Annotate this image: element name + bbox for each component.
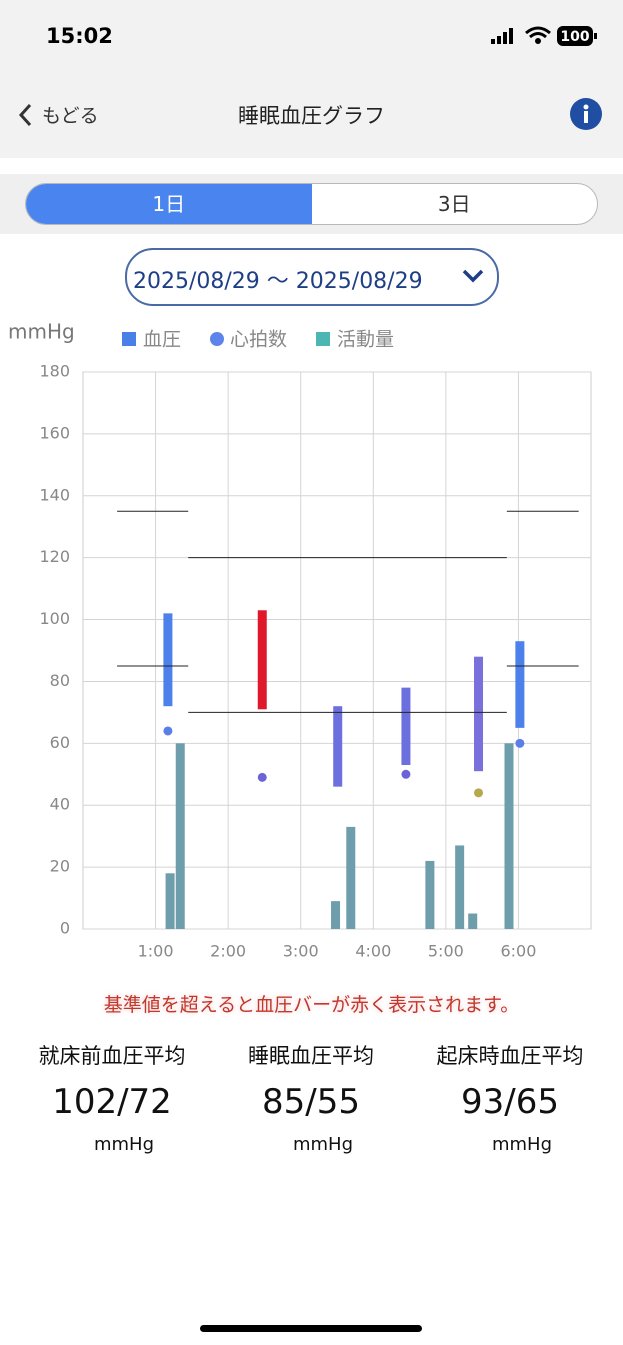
stat-value: 93/65	[461, 1082, 559, 1122]
x-tick-label: 3:00	[283, 942, 319, 961]
bp-bar	[401, 687, 411, 765]
stat-value: 85/55	[262, 1082, 360, 1122]
back-icon[interactable]	[16, 102, 36, 128]
stat-unit: mmHg	[491, 1134, 553, 1155]
x-tick-label: 1:00	[138, 942, 174, 961]
bp-bar	[257, 610, 267, 710]
activity-bar	[425, 860, 435, 929]
y-tick-label: 0	[60, 919, 70, 938]
y-tick-label: 60	[50, 733, 70, 752]
date-range: 2025/08/29 ～ 2025/08/29	[133, 269, 423, 294]
info-button[interactable]	[569, 97, 603, 131]
legend-label: 活動量	[337, 329, 394, 351]
activity-bar	[331, 901, 341, 929]
bp-bar	[515, 641, 525, 728]
tab-1day[interactable]: 1日	[26, 184, 312, 224]
activity-bar	[455, 845, 465, 929]
status-icons: 100	[491, 26, 597, 46]
stat-label: 起床時血圧平均	[436, 1044, 584, 1068]
header-bg	[0, 0, 623, 158]
stat-unit: mmHg	[292, 1134, 354, 1155]
y-tick-label: 160	[39, 423, 70, 442]
status-time: 15:02	[46, 24, 113, 48]
date-selector[interactable]: 2025/08/29 ～ 2025/08/29	[125, 248, 499, 306]
legend-marker	[316, 332, 330, 346]
stat-unit: mmHg	[93, 1134, 155, 1155]
back-button[interactable]: もどる	[42, 105, 99, 127]
home-indicator	[200, 1325, 422, 1332]
tabs: 1日 3日	[25, 183, 598, 225]
x-tick-label: 4:00	[355, 942, 391, 961]
y-axis-unit: mmHg	[8, 320, 75, 344]
y-tick-label: 20	[50, 857, 70, 876]
heart-rate-dot	[515, 738, 525, 748]
stat-label: 就床前血圧平均	[38, 1044, 186, 1068]
heart-rate-dot	[474, 788, 484, 798]
stat-label: 睡眠血圧平均	[248, 1044, 374, 1068]
activity-bar	[346, 826, 356, 929]
x-tick-label: 5:00	[428, 942, 464, 961]
y-tick-label: 40	[50, 795, 70, 814]
legend-marker	[210, 332, 224, 346]
bp-bar	[333, 706, 343, 787]
date-chevron	[462, 269, 484, 283]
y-tick-label: 80	[50, 671, 70, 690]
y-tick-label: 140	[39, 485, 70, 504]
legend-label: 血圧	[143, 329, 181, 351]
notice: 基準値を超えると血圧バーが赤く表示されます。	[103, 994, 520, 1016]
heart-rate-dot	[257, 772, 267, 782]
y-tick-label: 180	[39, 362, 70, 381]
bp-bar	[163, 613, 173, 707]
battery-level: 100	[560, 29, 589, 45]
x-tick-label: 6:00	[500, 942, 536, 961]
y-tick-label: 100	[39, 609, 70, 628]
nav-title: 睡眠血圧グラフ	[238, 104, 385, 128]
tab-3day[interactable]: 3日	[437, 192, 471, 216]
bp-bar	[474, 656, 484, 772]
heart-rate-dot	[163, 726, 173, 736]
legend-marker	[122, 332, 136, 346]
x-tick-label: 2:00	[210, 942, 246, 961]
y-tick-label: 120	[39, 547, 70, 566]
activity-bar	[468, 913, 478, 929]
activity-bar	[165, 873, 175, 929]
activity-bar	[175, 743, 185, 929]
legend-label: 心拍数	[230, 329, 287, 351]
plot-frame	[82, 371, 592, 930]
stat-value: 102/72	[52, 1082, 172, 1122]
heart-rate-dot	[401, 769, 411, 779]
activity-bar	[504, 743, 514, 929]
chart: mmHg 0 20 40 60 80 100 120 140 160 180 1:00 2:00 3:0…	[8, 320, 592, 961]
